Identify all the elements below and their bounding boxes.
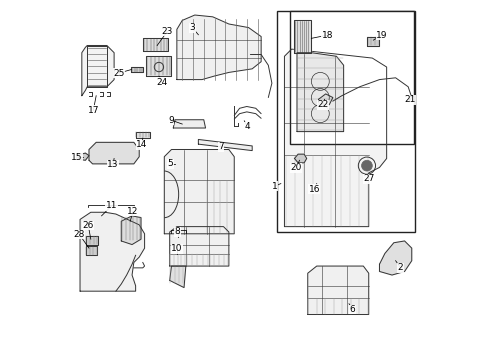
Polygon shape: [122, 216, 141, 244]
Polygon shape: [78, 153, 89, 160]
Polygon shape: [294, 21, 311, 53]
Polygon shape: [367, 37, 379, 45]
Text: 12: 12: [127, 207, 139, 216]
Polygon shape: [131, 67, 143, 72]
Text: 23: 23: [162, 27, 173, 36]
Polygon shape: [285, 49, 387, 226]
Text: 15: 15: [71, 153, 82, 162]
Text: 3: 3: [190, 23, 196, 32]
Polygon shape: [86, 246, 97, 255]
Text: 13: 13: [107, 160, 119, 169]
Circle shape: [362, 160, 372, 171]
Polygon shape: [89, 142, 139, 164]
Text: 6: 6: [350, 305, 355, 314]
Text: 8: 8: [175, 227, 180, 236]
Polygon shape: [409, 96, 414, 101]
Polygon shape: [170, 226, 229, 266]
Polygon shape: [136, 132, 150, 138]
Polygon shape: [177, 15, 261, 80]
Text: 2: 2: [398, 264, 403, 273]
Polygon shape: [379, 241, 412, 275]
Bar: [290, 12, 414, 144]
Text: 9: 9: [168, 116, 174, 125]
Polygon shape: [82, 45, 114, 96]
Text: 19: 19: [376, 31, 388, 40]
Polygon shape: [173, 120, 205, 128]
Text: 14: 14: [136, 140, 148, 149]
Bar: [277, 12, 416, 232]
Polygon shape: [297, 53, 343, 132]
Text: 24: 24: [156, 78, 168, 87]
Text: 27: 27: [363, 175, 374, 184]
Text: 28: 28: [74, 230, 85, 239]
Polygon shape: [294, 154, 307, 163]
Polygon shape: [308, 266, 368, 315]
Text: 10: 10: [171, 244, 183, 253]
Text: 11: 11: [106, 201, 117, 210]
Polygon shape: [80, 212, 145, 291]
Polygon shape: [170, 266, 186, 288]
Text: 1: 1: [272, 181, 278, 190]
Polygon shape: [164, 149, 234, 234]
Polygon shape: [143, 39, 168, 51]
Polygon shape: [198, 139, 252, 150]
Text: 20: 20: [291, 163, 302, 172]
Text: 17: 17: [88, 106, 99, 115]
Text: 22: 22: [318, 100, 329, 109]
Text: 7: 7: [218, 142, 224, 151]
Polygon shape: [318, 94, 333, 105]
Text: 26: 26: [83, 221, 94, 230]
Text: 4: 4: [245, 122, 250, 131]
Text: 18: 18: [322, 31, 333, 40]
Polygon shape: [86, 235, 98, 244]
Text: 16: 16: [309, 185, 320, 194]
Text: 5: 5: [168, 159, 173, 168]
Polygon shape: [147, 56, 172, 76]
Text: 25: 25: [113, 69, 124, 78]
Text: 21: 21: [404, 95, 416, 104]
